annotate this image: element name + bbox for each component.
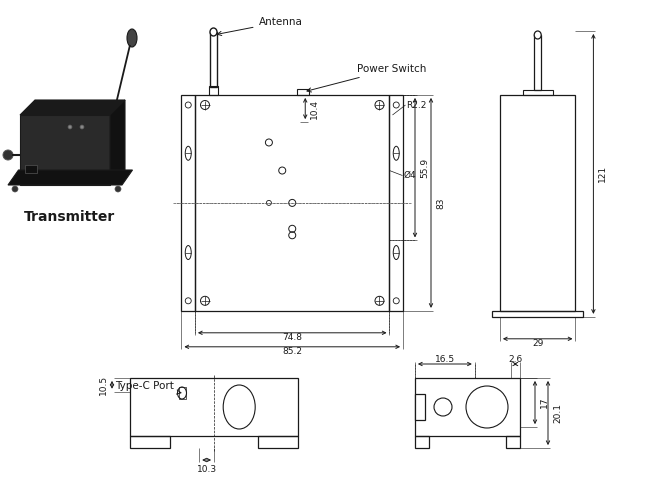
Bar [179, 387, 185, 399]
Bar [25, 165, 37, 173]
Circle shape [3, 150, 13, 160]
Bar [506, 436, 520, 448]
Text: 55.9: 55.9 [420, 158, 429, 178]
Text: 16.5: 16.5 [435, 356, 455, 365]
Circle shape [12, 186, 18, 192]
Bar [258, 436, 298, 448]
Text: Power Switch: Power Switch [307, 64, 426, 92]
Bar [210, 32, 217, 87]
Text: 85.2: 85.2 [282, 347, 302, 356]
Bar [415, 436, 429, 448]
Ellipse shape [534, 31, 541, 39]
Circle shape [80, 125, 84, 129]
Text: Ø4: Ø4 [404, 171, 416, 180]
Text: 20.1: 20.1 [553, 403, 562, 423]
Bar [209, 86, 218, 95]
Polygon shape [20, 115, 110, 185]
Text: 17: 17 [540, 397, 549, 408]
Text: 83: 83 [436, 197, 445, 208]
Bar [500, 95, 575, 311]
Bar [130, 378, 298, 436]
Text: Antenna: Antenna [217, 17, 302, 36]
Bar [297, 89, 309, 95]
Circle shape [68, 125, 72, 129]
Polygon shape [110, 100, 125, 185]
Polygon shape [8, 170, 133, 185]
Text: Transmitter: Transmitter [25, 210, 116, 224]
Text: 10.3: 10.3 [196, 465, 216, 474]
Polygon shape [20, 100, 125, 115]
Circle shape [115, 186, 121, 192]
Bar [181, 95, 195, 311]
Text: 10.4: 10.4 [310, 99, 319, 119]
Bar [534, 35, 541, 90]
Text: 10.5: 10.5 [99, 375, 108, 395]
Bar [415, 378, 520, 436]
Ellipse shape [127, 29, 137, 47]
Bar [130, 436, 170, 448]
Bar [523, 90, 552, 95]
Text: Type-C Port: Type-C Port [115, 381, 181, 394]
Bar [389, 95, 403, 311]
Text: 74.8: 74.8 [282, 333, 302, 342]
Text: 121: 121 [599, 165, 607, 182]
Bar [492, 311, 584, 317]
Bar [195, 95, 389, 311]
Ellipse shape [210, 28, 217, 36]
Bar [415, 394, 425, 420]
Text: 2.6: 2.6 [508, 356, 523, 365]
Text: R2.2: R2.2 [406, 101, 427, 110]
Text: 29: 29 [532, 339, 543, 348]
